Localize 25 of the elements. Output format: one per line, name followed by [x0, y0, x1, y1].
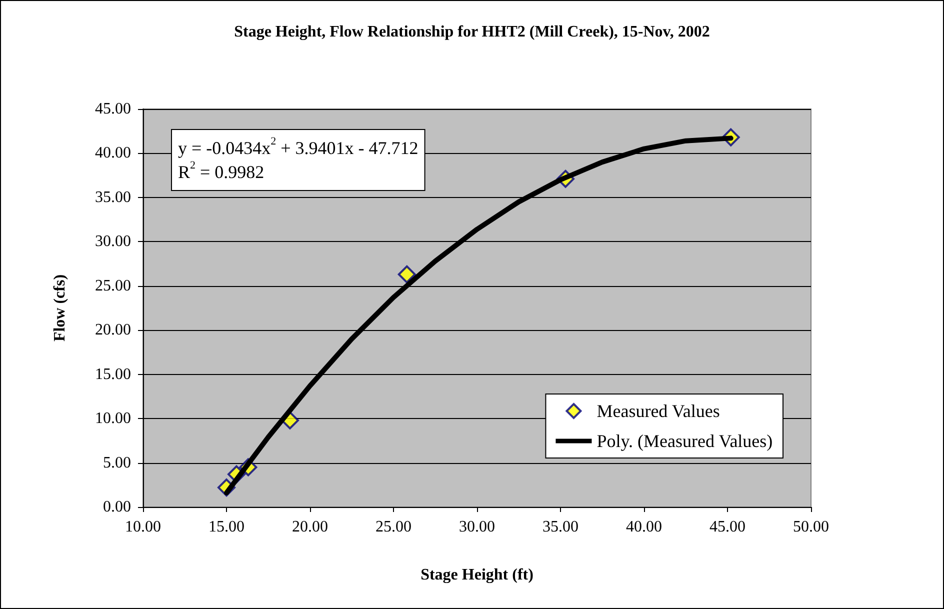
y-tick-label: 5.00: [103, 454, 131, 472]
y-tick-label: 15.00: [95, 366, 131, 383]
y-tick-label: 25.00: [95, 277, 131, 294]
x-tick-label: 10.00: [125, 518, 161, 536]
chart-title: Stage Height, Flow Relationship for HHT2 (Mill Creek), 15-Nov, 2002: [234, 24, 710, 40]
x-tick-label: 15.00: [208, 518, 244, 536]
x-tick-label: 35.00: [542, 518, 578, 536]
y-tick-label: 0.00: [103, 498, 131, 516]
x-axis-title: Stage Height (ft): [420, 566, 534, 584]
x-tick-label: 50.00: [793, 518, 829, 536]
y-axis-title: Flow (cfs): [52, 274, 68, 342]
y-tick-label: 20.00: [95, 322, 131, 339]
x-tick-label: 40.00: [626, 518, 662, 536]
x-tick-label: 30.00: [459, 518, 495, 536]
x-tick-label: 20.00: [292, 518, 328, 536]
y-tick-label: 40.00: [95, 144, 131, 162]
x-tick-label: 25.00: [376, 518, 412, 536]
y-tick-label: 35.00: [95, 188, 131, 206]
point: [398, 265, 416, 284]
x-tick-label: 45.00: [710, 518, 746, 536]
y-tick-label: 10.00: [95, 410, 131, 428]
legend-label: Poly. (Measured Values): [596, 431, 773, 451]
y-tick-label: 30.00: [95, 233, 131, 250]
y-tick-label: 45.00: [95, 100, 131, 118]
legend-label: Measured Values: [596, 401, 720, 421]
